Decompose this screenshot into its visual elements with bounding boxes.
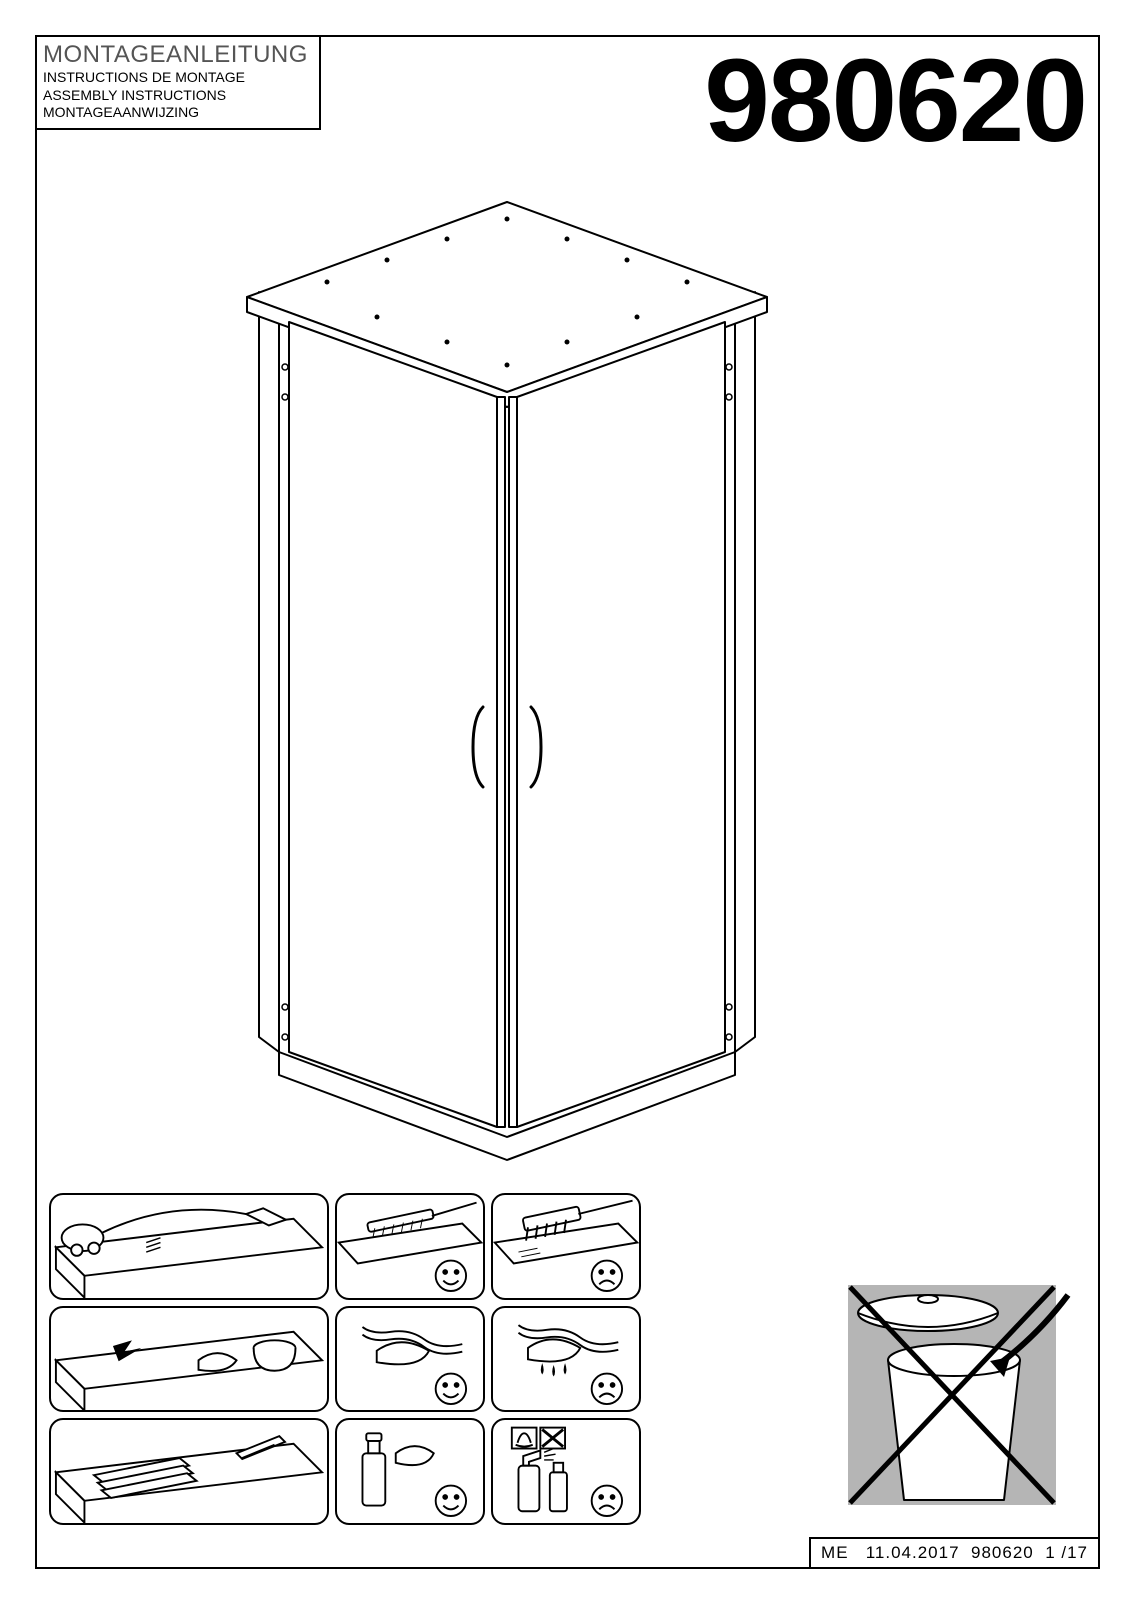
wardrobe-illustration [227,167,787,1187]
title-en: ASSEMBLY INSTRUCTIONS [43,87,313,105]
footer-ref: 980620 [971,1543,1034,1562]
title-nl: MONTAGEAANWIJZING [43,104,313,122]
footer: ME 11.04.2017 980620 1 /17 [809,1537,1098,1567]
care-mildcleaner-ok [335,1418,485,1525]
care-instructions [49,1193,639,1525]
product-number: 980620 [704,33,1086,169]
footer-page: 1 /17 [1045,1543,1088,1562]
care-unwrap [49,1418,329,1525]
title-de: MONTAGEANLEITUNG [43,41,313,69]
footer-author: ME [821,1543,849,1562]
care-wetcloth-bad [491,1306,641,1413]
assembly-instruction-page: MONTAGEANLEITUNG INSTRUCTIONS DE MONTAGE… [0,0,1131,1600]
footer-date: 11.04.2017 [866,1543,960,1562]
title-fr: INSTRUCTIONS DE MONTAGE [43,69,313,87]
do-not-discard-icon [818,1265,1086,1525]
page-frame: MONTAGEANLEITUNG INSTRUCTIONS DE MONTAGE… [35,35,1100,1569]
care-vacuum [49,1193,329,1300]
care-drycloth-ok [335,1306,485,1413]
care-softbrush-ok [335,1193,485,1300]
care-harshchem-bad [491,1418,641,1525]
care-hardbrush-bad [491,1193,641,1300]
care-dampcloth [49,1306,329,1413]
title-box: MONTAGEANLEITUNG INSTRUCTIONS DE MONTAGE… [37,37,321,130]
